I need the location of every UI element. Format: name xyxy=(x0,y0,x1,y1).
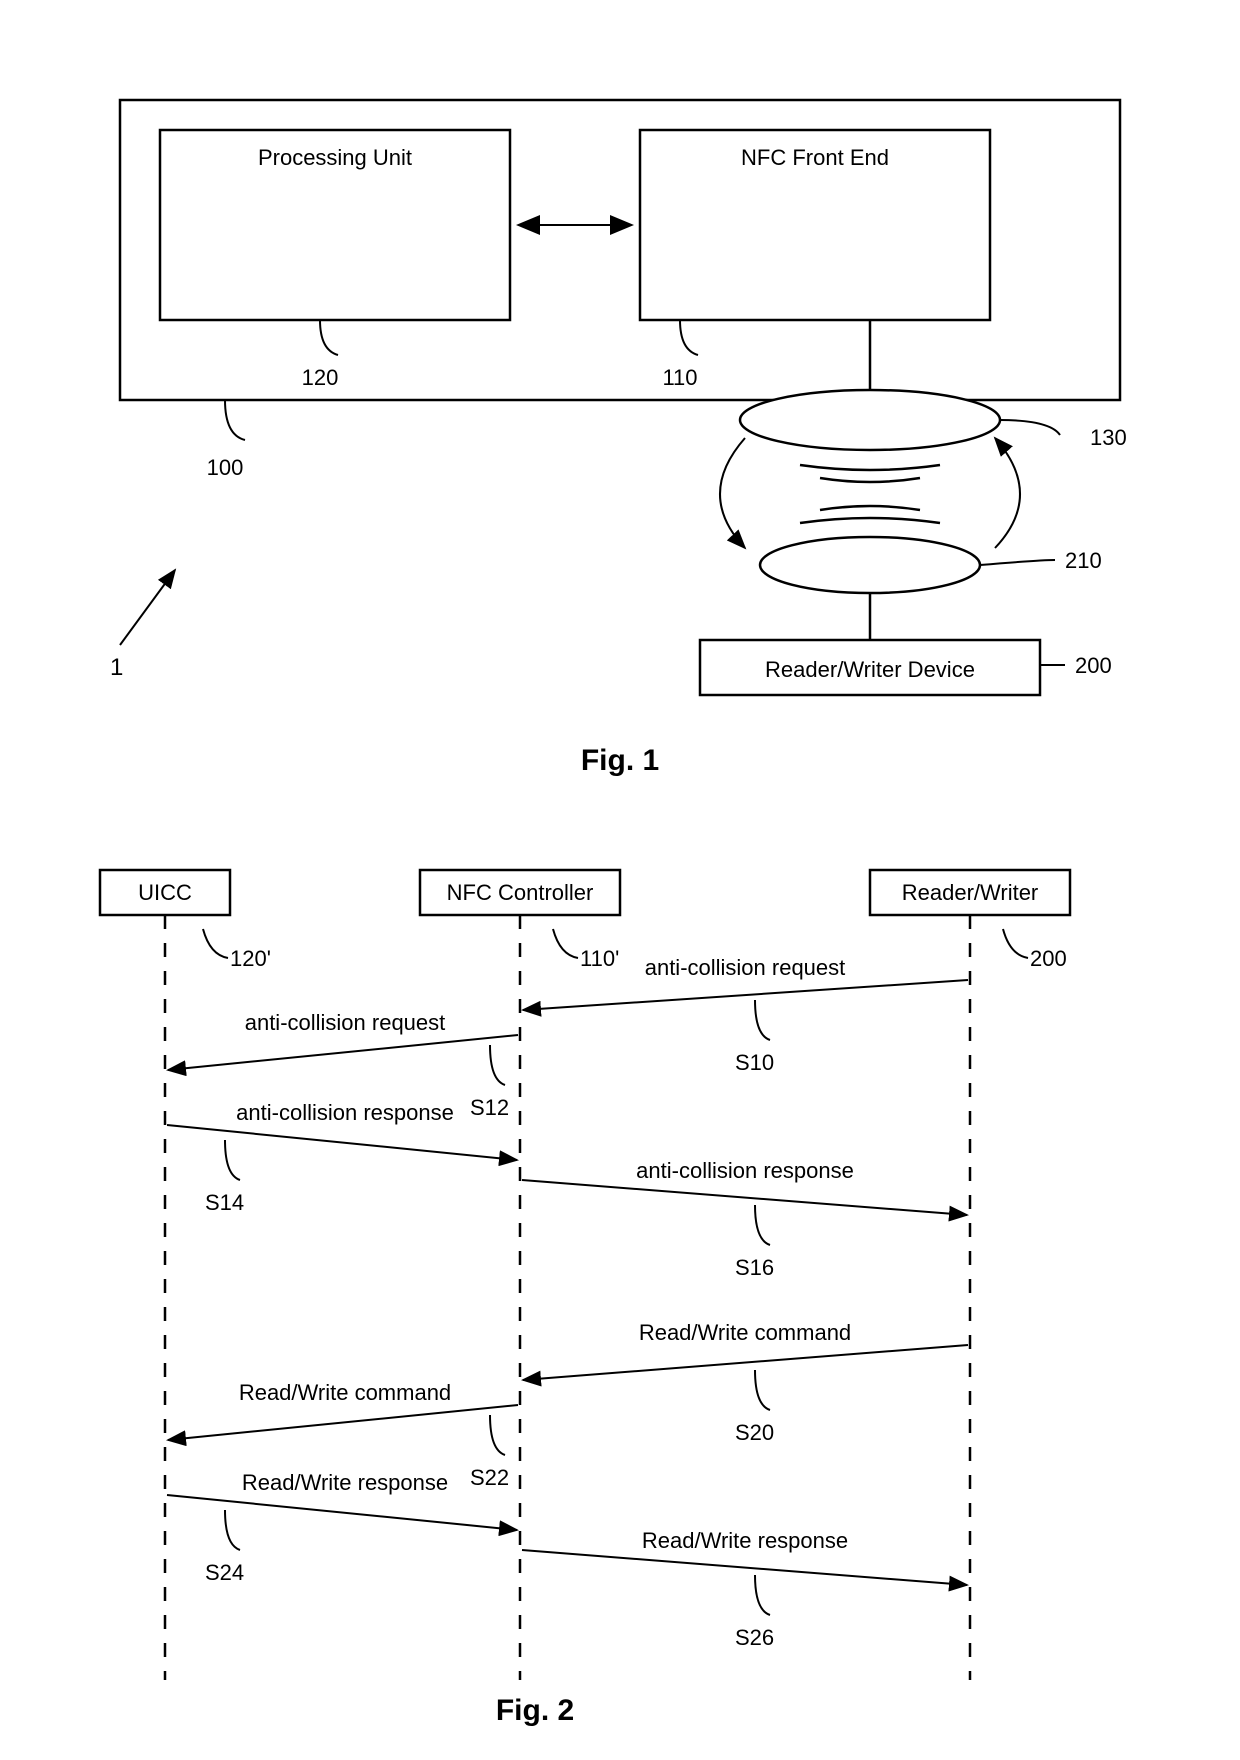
ref-leader-s20 xyxy=(755,1370,770,1410)
patent-figures: 100 Processing Unit 120 NFC Front End 11… xyxy=(0,0,1240,1760)
msg-s22 xyxy=(168,1405,518,1440)
figure-2: UICC NFC Controller Reader/Writer 120' 1… xyxy=(100,870,1070,1727)
nfc-front-end-label: NFC Front End xyxy=(741,145,889,170)
reader-writer-label-2: Reader/Writer xyxy=(902,880,1039,905)
ref-leader-s24 xyxy=(225,1510,240,1550)
figure-1: 100 Processing Unit 120 NFC Front End 11… xyxy=(110,100,1127,777)
ref-110: 110 xyxy=(662,365,697,390)
ref-leader-120p xyxy=(203,929,228,958)
field-arc-4 xyxy=(800,518,940,523)
ref-s10: S10 xyxy=(735,1050,774,1075)
msg-s24 xyxy=(167,1495,517,1530)
msg-s22-label: Read/Write command xyxy=(239,1380,451,1405)
ref-s26: S26 xyxy=(735,1625,774,1650)
field-arc-2 xyxy=(820,478,920,482)
msg-s10-label: anti-collision request xyxy=(645,955,846,980)
ref-leader-s14 xyxy=(225,1140,240,1180)
msg-s24-label: Read/Write response xyxy=(242,1470,448,1495)
fig2-caption: Fig. 2 xyxy=(496,1694,574,1727)
ref-leader-130 xyxy=(1000,420,1060,435)
ref-1-arrow xyxy=(120,570,175,645)
ref-s14: S14 xyxy=(205,1190,244,1215)
ref-leader-110 xyxy=(680,320,698,355)
msg-s20 xyxy=(523,1345,968,1380)
ref-120p: 120' xyxy=(230,946,271,971)
msg-s14 xyxy=(167,1125,517,1160)
ref-leader-120 xyxy=(320,320,338,355)
msg-s12-label: anti-collision request xyxy=(245,1010,446,1035)
msg-s10 xyxy=(523,980,968,1010)
reader-writer-label: Reader/Writer Device xyxy=(765,657,975,682)
ref-leader-s22 xyxy=(490,1415,505,1455)
ref-leader-200b xyxy=(1003,929,1028,958)
ref-s20: S20 xyxy=(735,1420,774,1445)
ref-200b: 200 xyxy=(1030,946,1067,971)
ref-210: 210 xyxy=(1065,548,1102,573)
msg-s26 xyxy=(522,1550,967,1585)
ref-leader-110p xyxy=(553,929,578,958)
field-arc-1 xyxy=(800,465,940,470)
ref-leader-s12 xyxy=(490,1045,505,1085)
nfc-controller-label: NFC Controller xyxy=(447,880,594,905)
msg-s20-label: Read/Write command xyxy=(639,1320,851,1345)
antenna-bottom xyxy=(760,537,980,593)
msg-s12 xyxy=(168,1035,518,1070)
ref-120: 120 xyxy=(302,365,339,390)
msg-s16-label: anti-collision response xyxy=(636,1158,854,1183)
processing-unit-label: Processing Unit xyxy=(258,145,412,170)
msg-s26-label: Read/Write response xyxy=(642,1528,848,1553)
ref-leader-s16 xyxy=(755,1205,770,1245)
msg-s14-label: anti-collision response xyxy=(236,1100,454,1125)
field-curve-left xyxy=(720,438,745,548)
ref-leader-100 xyxy=(225,400,245,440)
field-arc-3 xyxy=(820,506,920,510)
ref-100: 100 xyxy=(207,455,244,480)
uicc-label: UICC xyxy=(138,880,192,905)
ref-200: 200 xyxy=(1075,653,1112,678)
ref-s22: S22 xyxy=(470,1465,509,1490)
fig1-caption: Fig. 1 xyxy=(581,744,659,777)
msg-s16 xyxy=(522,1180,967,1215)
ref-110p: 110' xyxy=(580,946,619,971)
ref-130: 130 xyxy=(1090,425,1127,450)
ref-s12: S12 xyxy=(470,1095,509,1120)
field-curve-right xyxy=(995,438,1020,548)
ref-s16: S16 xyxy=(735,1255,774,1280)
ref-leader-s10 xyxy=(755,1000,770,1040)
ref-leader-s26 xyxy=(755,1575,770,1615)
ref-leader-210 xyxy=(980,560,1055,565)
ref-s24: S24 xyxy=(205,1560,244,1585)
ref-1: 1 xyxy=(110,654,123,681)
antenna-top xyxy=(740,390,1000,450)
